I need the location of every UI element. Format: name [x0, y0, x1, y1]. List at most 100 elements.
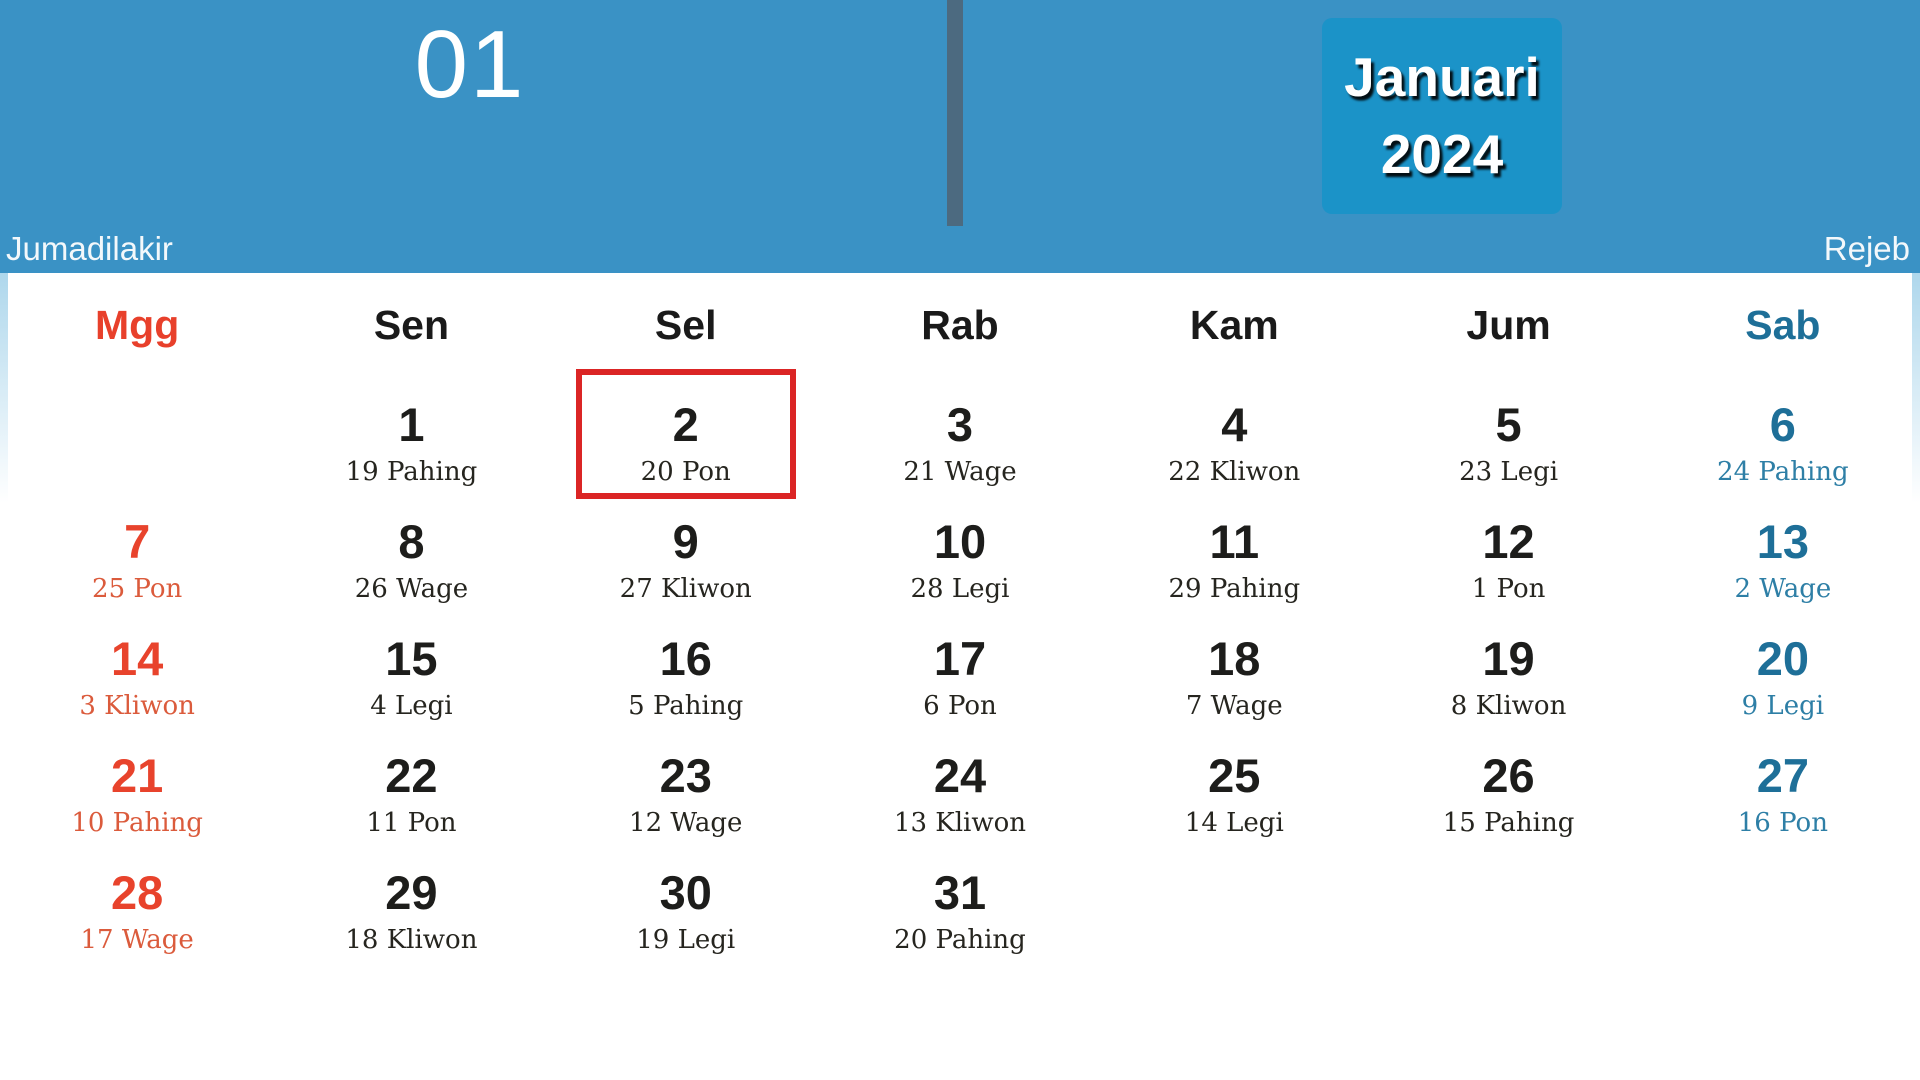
- javanese-date-label: 22 Kliwon: [1168, 456, 1301, 487]
- javanese-date-label: 15 Pahing: [1442, 807, 1575, 838]
- day-number: 10: [933, 515, 987, 568]
- calendar-cell-day-25[interactable]: 25 14 Legi: [1097, 728, 1371, 845]
- javanese-date-label: 28 Legi: [910, 573, 1010, 604]
- calendar-cell-day-13[interactable]: 13 2 Wage: [1646, 494, 1920, 611]
- javanese-date-label: 9 Legi: [1741, 690, 1825, 721]
- day-number: 20: [1756, 632, 1809, 685]
- month-name-label: Januari: [1344, 45, 1540, 108]
- calendar-cell-day-2[interactable]: 2 20 Pon: [549, 369, 823, 499]
- day-number: 14: [111, 632, 164, 685]
- calendar-header: 01 Januari 2024 Jumadilakir Rejeb: [0, 0, 1920, 273]
- calendar-cell-day-3[interactable]: 3 21 Wage: [823, 377, 1097, 494]
- javanese-date-label: 10 Pahing: [71, 807, 203, 838]
- javanese-date-label: 13 Kliwon: [893, 807, 1027, 838]
- right-edge-fade: [1912, 273, 1920, 503]
- calendar-cell-day-18[interactable]: 18 7 Wage: [1097, 611, 1371, 728]
- javanese-date-label: 21 Wage: [903, 456, 1017, 487]
- javanese-date-label: 23 Legi: [1459, 456, 1559, 487]
- calendar-cell-day-17[interactable]: 17 6 Pon: [823, 611, 1097, 728]
- weekday-header-sab: Sab: [1745, 301, 1821, 348]
- left-edge-fade: [0, 273, 8, 503]
- javanese-date-label: 20 Pon: [640, 456, 731, 487]
- calendar-grid: Mgg Sen Sel Rab Kam Jum Sab 1 19 Pahing 2 20 Pon 3 2…: [0, 273, 1920, 962]
- calendar-cell-day-30[interactable]: 30 19 Legi: [549, 845, 823, 962]
- calendar-cell-day-9[interactable]: 9 27 Kliwon: [549, 494, 823, 611]
- month-number: 01: [414, 11, 526, 118]
- calendar-cell-empty: [1646, 845, 1920, 962]
- day-number: 6: [1769, 398, 1796, 451]
- calendar-cell-day-31[interactable]: 31 20 Pahing: [823, 845, 1097, 962]
- calendar-cell-day-6[interactable]: 6 24 Pahing: [1646, 377, 1920, 494]
- day-number: 15: [385, 632, 438, 685]
- day-number: 21: [111, 749, 164, 802]
- day-number: 31: [933, 866, 987, 919]
- calendar-cell-day-26[interactable]: 26 15 Pahing: [1371, 728, 1645, 845]
- calendar-cell-day-23[interactable]: 23 12 Wage: [549, 728, 823, 845]
- day-number: 26: [1482, 749, 1535, 802]
- calendar-cell-day-21[interactable]: 21 10 Pahing: [0, 728, 274, 845]
- calendar-cell-day-7[interactable]: 7 25 Pon: [0, 494, 274, 611]
- year-label: 2024: [1380, 123, 1504, 185]
- javanese-date-label: 1 Pon: [1471, 573, 1546, 604]
- javanese-date-label: 26 Wage: [354, 573, 469, 604]
- day-number: 7: [124, 515, 151, 568]
- weekday-header-kam: Kam: [1189, 301, 1279, 348]
- weekday-header-rab: Rab: [921, 301, 999, 348]
- day-number: 16: [659, 632, 712, 685]
- javanese-date-label: 11 Pon: [366, 807, 457, 838]
- calendar-cell-day-15[interactable]: 15 4 Legi: [274, 611, 548, 728]
- javanese-date-label: 20 Pahing: [894, 924, 1026, 955]
- javanese-date-label: 3 Kliwon: [79, 690, 195, 721]
- calendar-cell-day-14[interactable]: 14 3 Kliwon: [0, 611, 274, 728]
- calendar-cell-day-27[interactable]: 27 16 Pon: [1646, 728, 1920, 845]
- day-number: 24: [933, 749, 987, 802]
- calendar-cell-day-24[interactable]: 24 13 Kliwon: [823, 728, 1097, 845]
- calendar-cell-day-8[interactable]: 8 26 Wage: [274, 494, 548, 611]
- javanese-date-label: 2 Wage: [1734, 573, 1832, 604]
- calendar-cell-day-20[interactable]: 20 9 Legi: [1646, 611, 1920, 728]
- javanese-date-label: 19 Pahing: [345, 456, 478, 487]
- calendar-cell-day-12[interactable]: 12 1 Pon: [1371, 494, 1645, 611]
- javanese-month-start-label: Jumadilakir: [6, 230, 173, 267]
- calendar-cell-empty: [1097, 845, 1371, 962]
- day-number: 28: [111, 866, 164, 919]
- javanese-date-label: 5 Pahing: [628, 690, 744, 721]
- day-number: 13: [1756, 515, 1809, 568]
- day-number: 1: [398, 398, 425, 451]
- day-number: 8: [398, 515, 425, 568]
- day-number: 30: [659, 866, 712, 919]
- calendar-cell-day-19[interactable]: 19 8 Kliwon: [1371, 611, 1645, 728]
- day-number: 23: [659, 749, 712, 802]
- calendar-cell-day-28[interactable]: 28 17 Wage: [0, 845, 274, 962]
- day-number: 17: [933, 632, 987, 685]
- month-year-box: Januari 2024: [1322, 18, 1562, 214]
- calendar-cell-day-5[interactable]: 5 23 Legi: [1371, 377, 1645, 494]
- javanese-date-label: 24 Pahing: [1717, 456, 1849, 487]
- calendar-cell-empty: [1371, 845, 1645, 962]
- calendar-cell-day-10[interactable]: 10 28 Legi: [823, 494, 1097, 611]
- day-number: 19: [1482, 632, 1535, 685]
- calendar-cell-day-22[interactable]: 22 11 Pon: [274, 728, 548, 845]
- javanese-date-label: 17 Wage: [80, 924, 194, 955]
- calendar-cell-day-29[interactable]: 29 18 Kliwon: [274, 845, 548, 962]
- day-number: 29: [385, 866, 438, 919]
- calendar-cell-day-16[interactable]: 16 5 Pahing: [549, 611, 823, 728]
- javanese-date-label: 19 Legi: [636, 924, 736, 955]
- javanese-date-label: 12 Wage: [629, 807, 743, 838]
- javanese-date-label: 18 Kliwon: [345, 924, 478, 955]
- calendar-cell-day-4[interactable]: 4 22 Kliwon: [1097, 377, 1371, 494]
- day-number: 9: [672, 515, 699, 568]
- javanese-date-label: 14 Legi: [1184, 807, 1284, 838]
- calendar-cell-day-1[interactable]: 1 19 Pahing: [274, 377, 548, 494]
- weekday-header-mgg: Mgg: [95, 301, 180, 348]
- day-number: 12: [1482, 515, 1535, 568]
- day-number: 2: [672, 398, 699, 451]
- day-number: 5: [1495, 398, 1522, 451]
- header-divider-bar: [947, 0, 963, 226]
- calendar-cell-day-11[interactable]: 11 29 Pahing: [1097, 494, 1371, 611]
- day-number: 18: [1208, 632, 1261, 685]
- day-number: 11: [1209, 515, 1260, 568]
- javanese-date-label: 16 Pon: [1737, 807, 1828, 838]
- day-number: 3: [946, 398, 974, 451]
- weekday-header-sel: Sel: [654, 301, 717, 348]
